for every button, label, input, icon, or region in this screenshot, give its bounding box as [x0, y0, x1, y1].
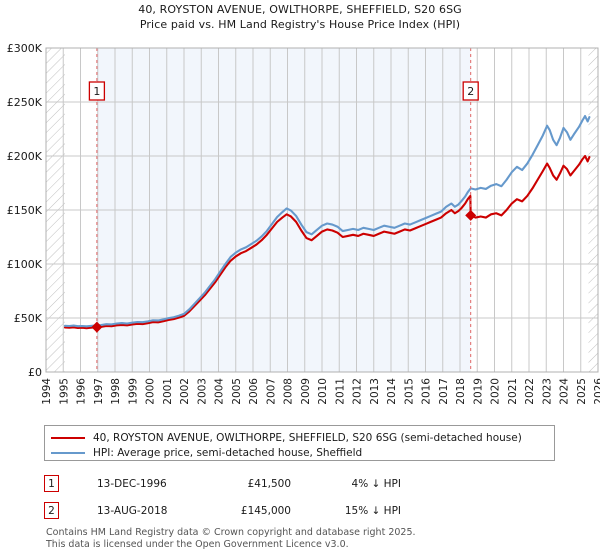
legend-label-hpi: HPI: Average price, semi-detached house,… — [93, 446, 363, 459]
svg-text:2026: 2026 — [593, 378, 600, 405]
y-axis-labels: £0 £50K £100K £150K £200K £250K £300K — [7, 42, 43, 379]
svg-text:2010: 2010 — [317, 378, 329, 405]
svg-text:£0: £0 — [28, 366, 42, 379]
svg-text:2017: 2017 — [438, 378, 450, 405]
footer-line-1: Contains HM Land Registry data © Crown c… — [46, 527, 416, 538]
sale-price-2: £145,000 — [240, 504, 291, 517]
x-axis-labels: 1994 1995 1996 1997 1998 1999 2000 2001 2002 2003… — [41, 378, 600, 405]
plot-frame — [45, 47, 599, 373]
svg-text:2014: 2014 — [386, 378, 398, 405]
svg-text:1995: 1995 — [58, 378, 70, 405]
svg-text:£50K: £50K — [14, 312, 43, 325]
chart-title: 40, ROYSTON AVENUE, OWLTHORPE, SHEFFIELD… — [0, 2, 600, 32]
svg-text:£100K: £100K — [7, 258, 43, 271]
svg-text:2016: 2016 — [421, 378, 433, 405]
title-line-1: 40, ROYSTON AVENUE, OWLTHORPE, SHEFFIELD… — [138, 3, 462, 16]
svg-text:2012: 2012 — [352, 378, 364, 405]
svg-text:1998: 1998 — [110, 378, 122, 405]
svg-text:1994: 1994 — [41, 378, 53, 405]
svg-text:2003: 2003 — [196, 378, 208, 405]
svg-text:2002: 2002 — [179, 378, 191, 405]
svg-text:2006: 2006 — [248, 378, 260, 405]
svg-text:£150K: £150K — [7, 204, 43, 217]
legend-swatch-hpi — [51, 451, 85, 454]
svg-text:2007: 2007 — [265, 378, 277, 405]
table-row: 1 13-DEC-1996 £41,500 4% ↓ HPI — [44, 470, 564, 497]
svg-text:1996: 1996 — [76, 378, 88, 405]
legend-item-hpi: HPI: Average price, semi-detached house,… — [51, 445, 548, 460]
svg-text:1999: 1999 — [127, 378, 139, 405]
svg-text:2023: 2023 — [541, 378, 553, 405]
legend-label-price-paid: 40, ROYSTON AVENUE, OWLTHORPE, SHEFFIELD… — [93, 431, 522, 444]
footer-line-2: This data is licensed under the Open Gov… — [46, 538, 349, 550]
sale-marker-2[interactable]: 2 — [44, 502, 59, 519]
svg-text:£200K: £200K — [7, 150, 43, 163]
chart-plot-area: £0 £50K £100K £150K £200K £250K £300K 1994 1995… — [0, 30, 600, 420]
chart-svg: £0 £50K £100K £150K £200K £250K £300K 1994 1995… — [7, 42, 600, 405]
sale-marker-1[interactable]: 1 — [44, 475, 59, 492]
sale-date-1: 13-DEC-1996 — [97, 477, 167, 490]
svg-text:2019: 2019 — [472, 378, 484, 405]
svg-text:2015: 2015 — [403, 378, 415, 405]
sale-date-2: 13-AUG-2018 — [97, 504, 168, 517]
svg-text:2: 2 — [467, 85, 474, 98]
svg-text:£300K: £300K — [7, 42, 43, 55]
svg-text:2021: 2021 — [507, 378, 519, 405]
svg-text:2018: 2018 — [455, 378, 467, 405]
data-series — [63, 114, 591, 330]
svg-text:2009: 2009 — [300, 378, 312, 405]
svg-text:2000: 2000 — [145, 378, 157, 405]
title-line-2: Price paid vs. HM Land Registry's House … — [139, 18, 461, 31]
svg-text:2013: 2013 — [369, 378, 381, 405]
svg-text:2020: 2020 — [490, 378, 502, 405]
legend-item-price-paid: 40, ROYSTON AVENUE, OWLTHORPE, SHEFFIELD… — [51, 430, 548, 445]
footer-attribution: Contains HM Land Registry data © Crown c… — [46, 527, 586, 550]
sale-price-1: £41,500 — [247, 477, 291, 490]
svg-text:2025: 2025 — [576, 378, 588, 405]
legend-swatch-price-paid — [51, 436, 85, 439]
svg-text:2024: 2024 — [559, 378, 571, 405]
svg-text:2008: 2008 — [283, 378, 295, 405]
sale-hpi-delta-2: 15% ↓ HPI — [344, 504, 401, 517]
sales-table: 1 13-DEC-1996 £41,500 4% ↓ HPI 2 13-AUG-… — [44, 470, 564, 524]
table-row: 2 13-AUG-2018 £145,000 15% ↓ HPI — [44, 497, 564, 524]
svg-text:2004: 2004 — [214, 378, 226, 405]
svg-text:1: 1 — [93, 85, 100, 98]
svg-text:1997: 1997 — [93, 378, 105, 405]
svg-text:2001: 2001 — [162, 378, 174, 405]
svg-text:2005: 2005 — [231, 378, 243, 405]
svg-text:£250K: £250K — [7, 96, 43, 109]
chart-legend: 40, ROYSTON AVENUE, OWLTHORPE, SHEFFIELD… — [44, 425, 555, 461]
svg-text:2011: 2011 — [334, 378, 346, 405]
svg-text:2022: 2022 — [524, 378, 536, 405]
sale-hpi-delta-1: 4% ↓ HPI — [351, 477, 401, 490]
